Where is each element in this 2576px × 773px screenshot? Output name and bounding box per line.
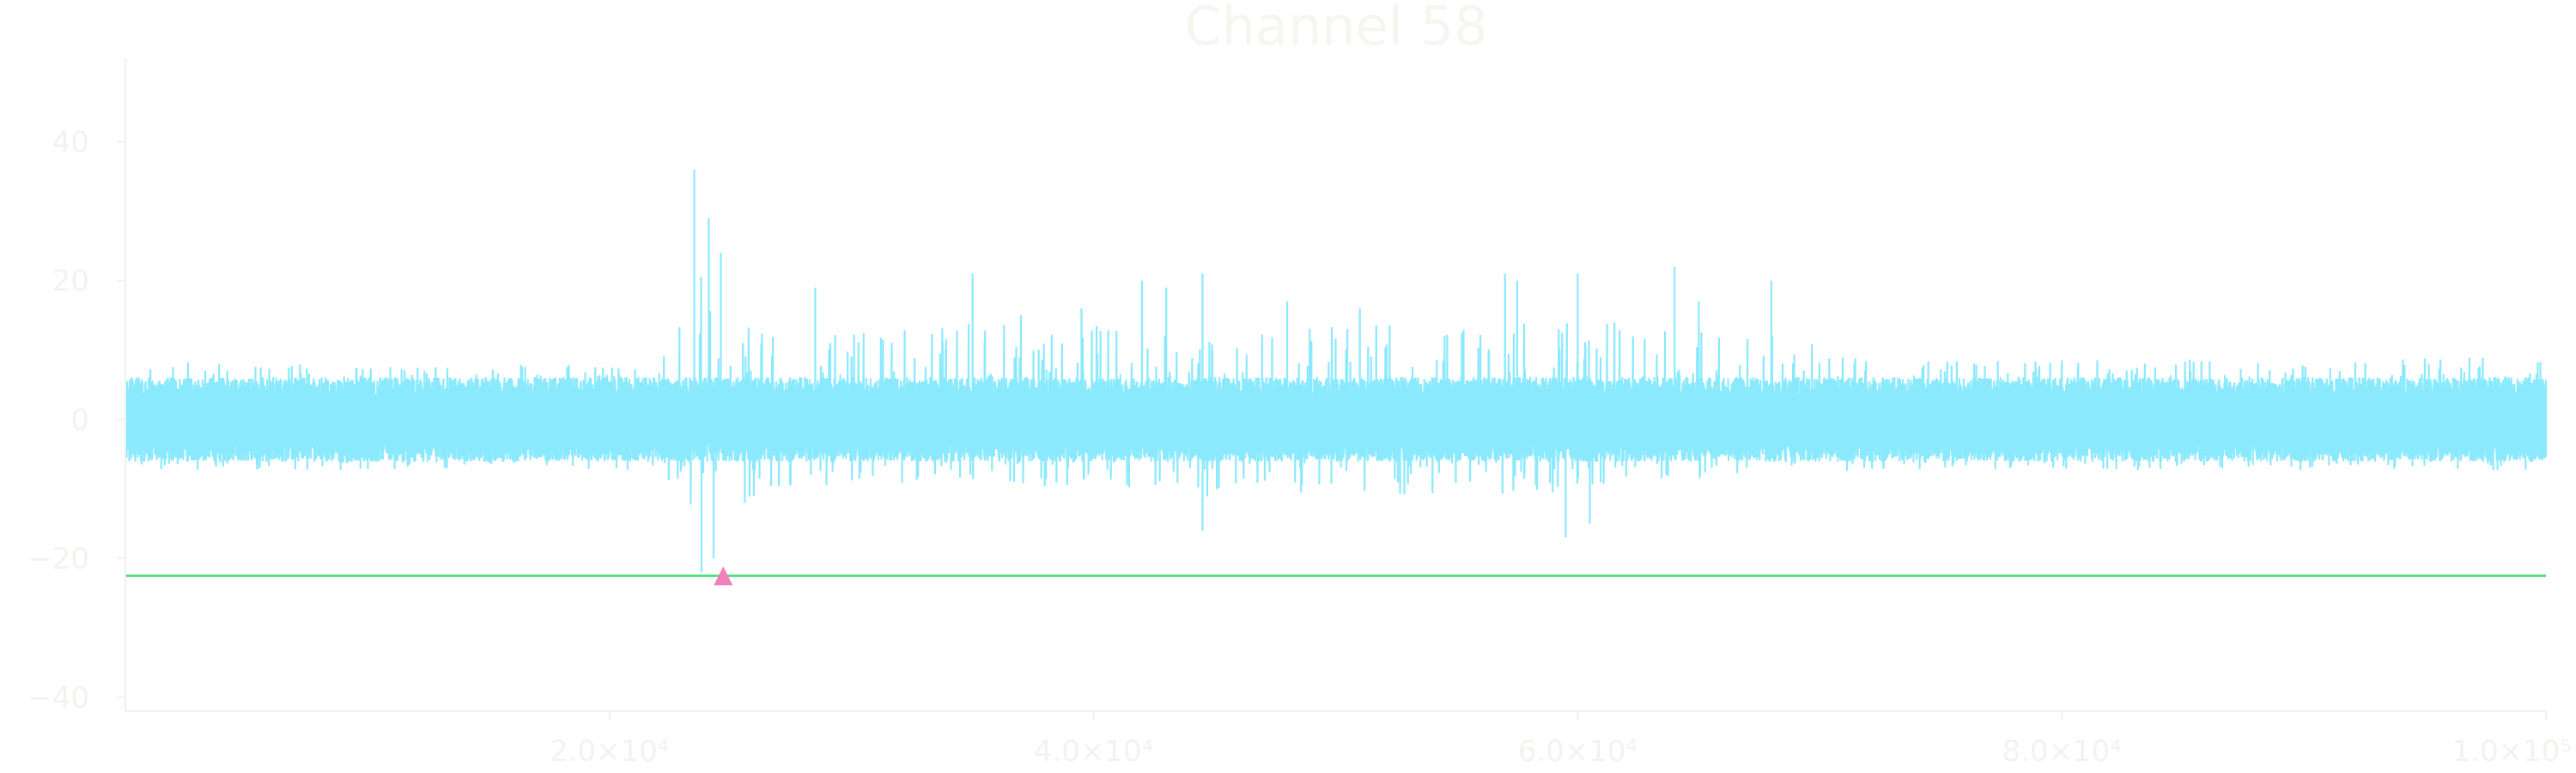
- x-tick-label: 2.0×10⁴: [550, 734, 669, 769]
- chart-title: Channel 58: [1184, 0, 1487, 58]
- x-tick-label: 8.0×10⁴: [2002, 734, 2121, 769]
- x-tick-label: 4.0×10⁴: [1034, 734, 1153, 769]
- y-axis-ticks: 40 20 0 −20 −40: [27, 125, 125, 715]
- x-axis-ticks: 2.0×10⁴ 4.0×10⁴ 6.0×10⁴ 8.0×10⁴ 1.0×10⁵: [550, 711, 2572, 769]
- y-tick-label: 40: [52, 125, 89, 160]
- detection-marker: [714, 566, 733, 586]
- y-tick-label: 20: [52, 265, 89, 299]
- signal-trace: [124, 169, 2548, 573]
- x-tick-label: 6.0×10⁴: [1518, 734, 1637, 769]
- plot-area: [124, 169, 2548, 586]
- y-tick-label: −20: [27, 542, 89, 576]
- y-tick-label: −40: [27, 681, 89, 715]
- x-tick-label: 1.0×10⁵: [2452, 734, 2572, 769]
- y-tick-label: 0: [70, 403, 89, 437]
